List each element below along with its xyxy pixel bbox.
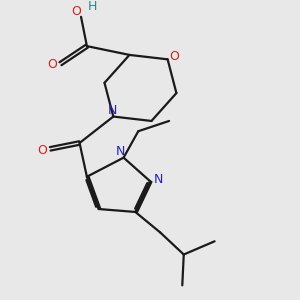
Text: N: N — [108, 103, 117, 117]
Text: N: N — [154, 173, 163, 186]
Text: O: O — [72, 5, 82, 18]
Text: N: N — [116, 145, 125, 158]
Text: H: H — [88, 0, 97, 13]
Text: O: O — [37, 144, 47, 157]
Text: O: O — [169, 50, 179, 63]
Text: O: O — [47, 58, 57, 71]
